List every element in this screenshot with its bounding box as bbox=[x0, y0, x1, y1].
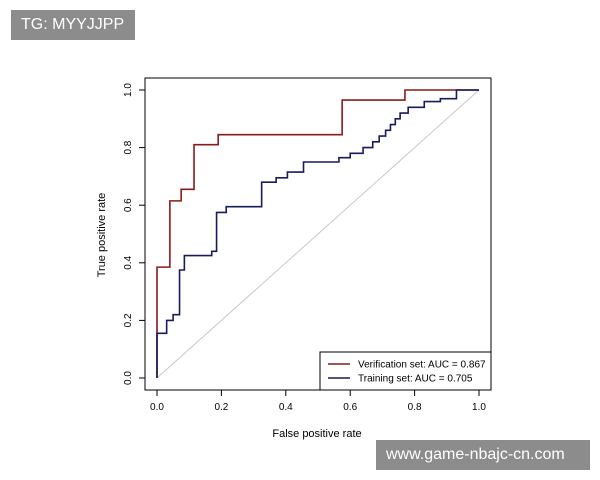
y-tick-label: 0.0 bbox=[123, 371, 134, 385]
y-tick-label: 0.8 bbox=[123, 140, 134, 154]
watermark-bottom-right: www.game-nbajc-cn.com bbox=[376, 440, 590, 470]
legend-box bbox=[319, 351, 492, 391]
training-roc-line bbox=[156, 89, 479, 378]
x-tick-label: 1.0 bbox=[472, 402, 486, 413]
diagonal-reference-line bbox=[156, 89, 480, 379]
y-tick-label: 0.6 bbox=[123, 198, 134, 212]
x-tick-label: 0.4 bbox=[279, 402, 293, 413]
y-tick-label: 0.4 bbox=[123, 255, 134, 269]
x-tick-label: 0.8 bbox=[408, 402, 422, 413]
legend-entry: Verification set: AUC = 0.867 bbox=[358, 360, 486, 371]
y-tick-label: 1.0 bbox=[123, 83, 134, 97]
plot-area: 0.0 0.2 0.4 0.6 0.8 1.0 0.0 0.2 0.4 0.6 0.8 1.0 Veri… bbox=[123, 77, 492, 413]
legend-entry: Training set: AUC = 0.705 bbox=[358, 374, 473, 385]
x-tick-label: 0.0 bbox=[150, 402, 164, 413]
x-axis-label: False positive rate bbox=[272, 428, 361, 440]
y-tick-label: 0.2 bbox=[123, 313, 134, 327]
x-tick-label: 0.2 bbox=[214, 402, 228, 413]
y-axis-label: True positive rate bbox=[96, 193, 108, 278]
verification-roc-line bbox=[156, 89, 479, 378]
watermark-top-left: TG: MYYJJPP bbox=[11, 10, 135, 40]
x-tick-label: 0.6 bbox=[343, 402, 357, 413]
